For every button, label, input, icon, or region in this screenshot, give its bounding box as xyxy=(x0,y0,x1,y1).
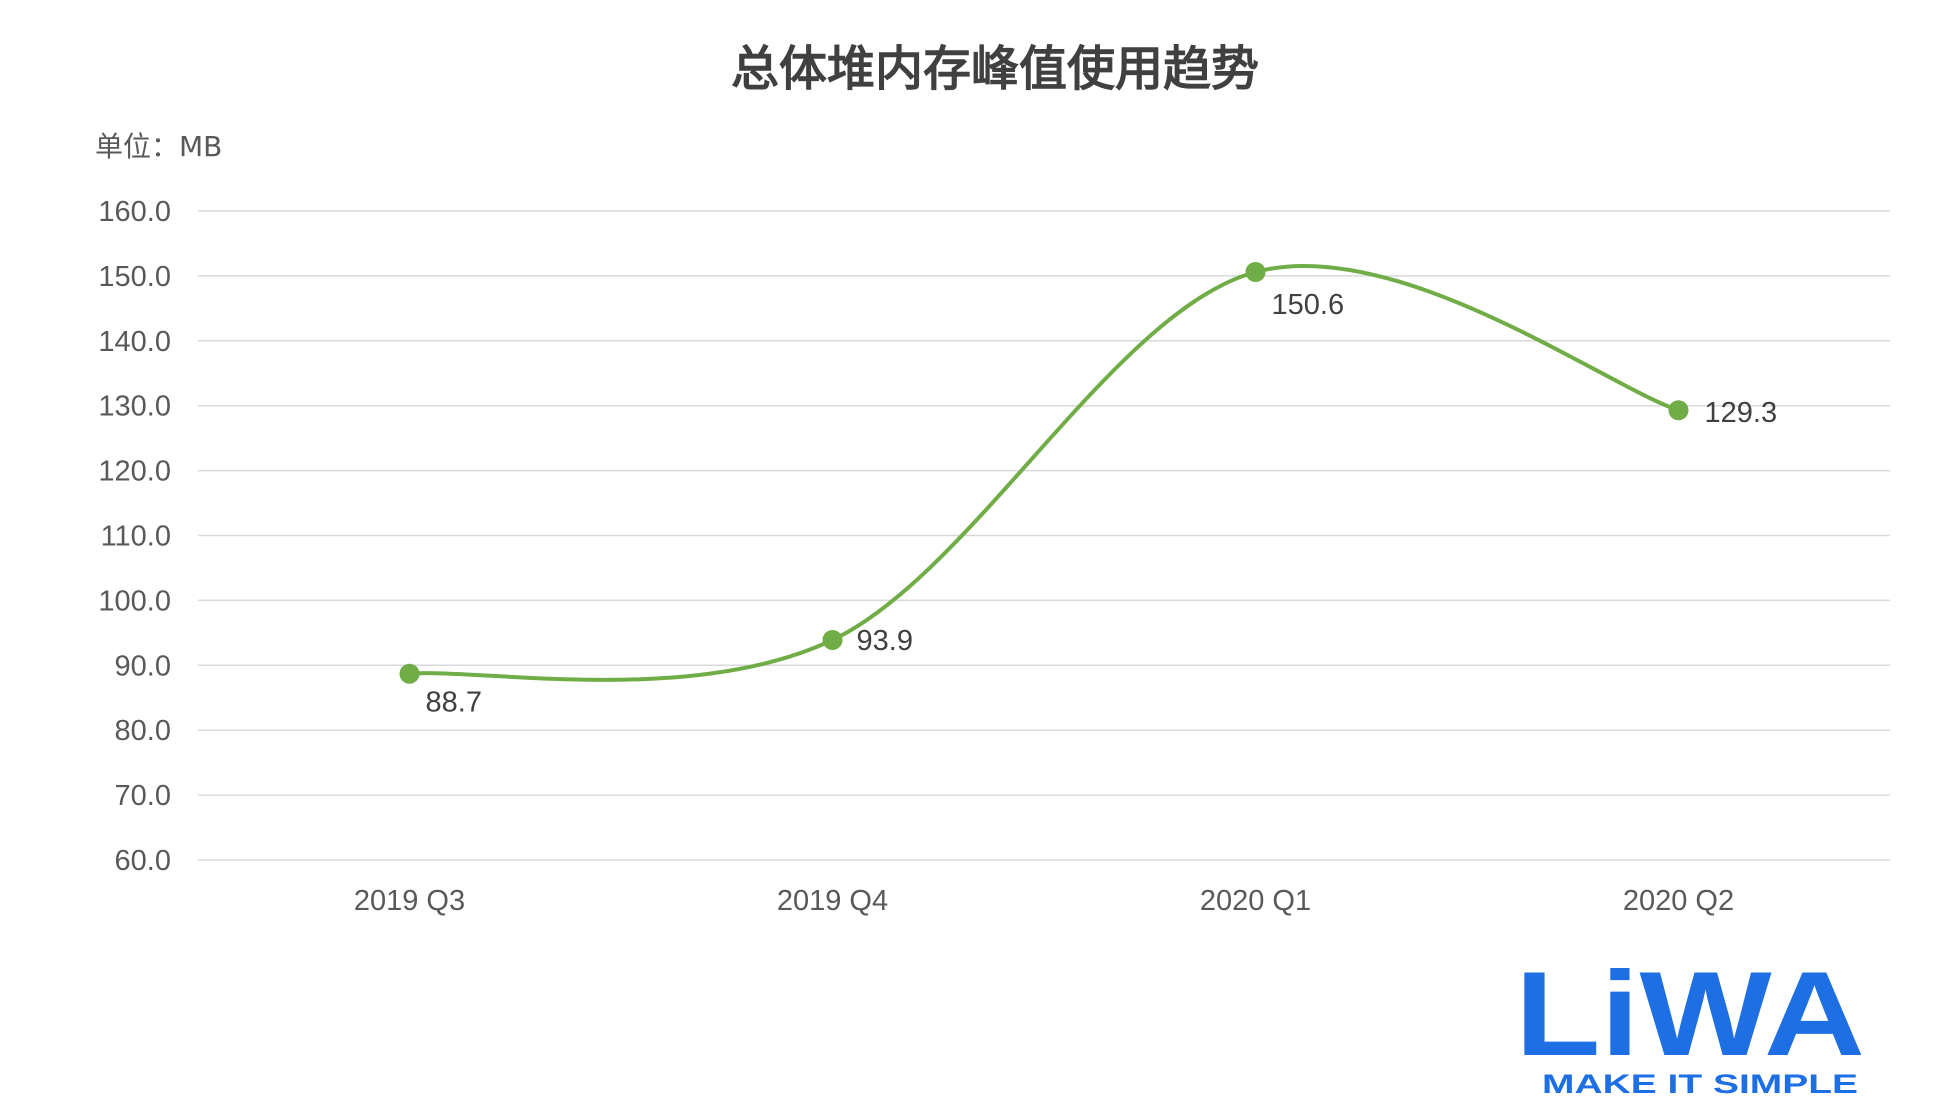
data-point xyxy=(399,663,420,684)
y-axis-ticks: 60.0 70.0 80.0 90.0 100.0 110.0 120.0 130.0 140.… xyxy=(98,196,171,877)
y-tick-label: 100.0 xyxy=(98,585,171,617)
liwa-logo: LiWA MAKE IT SIMPLE xyxy=(1515,947,1865,1099)
data-point xyxy=(1245,262,1266,283)
x-tick-label: 2020 Q1 xyxy=(1200,885,1311,917)
x-axis-ticks: 2019 Q3 2019 Q4 2020 Q1 2020 Q2 xyxy=(354,885,1734,917)
y-tick-label: 70.0 xyxy=(115,780,171,812)
logo-wordmark: LiWA xyxy=(1515,947,1865,1081)
y-tick-label: 80.0 xyxy=(115,715,171,747)
data-label: 129.3 xyxy=(1705,397,1778,429)
y-tick-label: 110.0 xyxy=(101,521,171,553)
y-tick-label: 60.0 xyxy=(115,845,171,877)
series xyxy=(399,262,1689,684)
x-tick-label: 2019 Q4 xyxy=(777,885,888,917)
logo-tagline: MAKE IT SIMPLE xyxy=(1542,1069,1858,1099)
gridlines xyxy=(198,210,1890,861)
x-tick-label: 2020 Q2 xyxy=(1623,885,1734,917)
y-tick-label: 130.0 xyxy=(98,391,171,423)
x-tick-label: 2019 Q3 xyxy=(354,885,465,917)
chart-title: 总体堆内存峰值使用趋势 xyxy=(731,41,1259,97)
data-label: 88.7 xyxy=(426,687,482,719)
y-tick-label: 150.0 xyxy=(98,261,171,293)
data-point xyxy=(1668,400,1689,421)
data-point xyxy=(822,629,843,650)
series-line xyxy=(409,264,1680,682)
data-labels: 88.7 93.9 150.6 129.3 xyxy=(426,289,1778,719)
y-tick-label: 140.0 xyxy=(98,326,171,358)
data-label: 93.9 xyxy=(857,625,913,657)
y-tick-label: 120.0 xyxy=(98,456,171,488)
unit-label: 单位：MB xyxy=(95,130,222,163)
y-tick-label: 90.0 xyxy=(115,650,171,682)
y-tick-label: 160.0 xyxy=(98,196,171,228)
data-label: 150.6 xyxy=(1272,289,1345,321)
